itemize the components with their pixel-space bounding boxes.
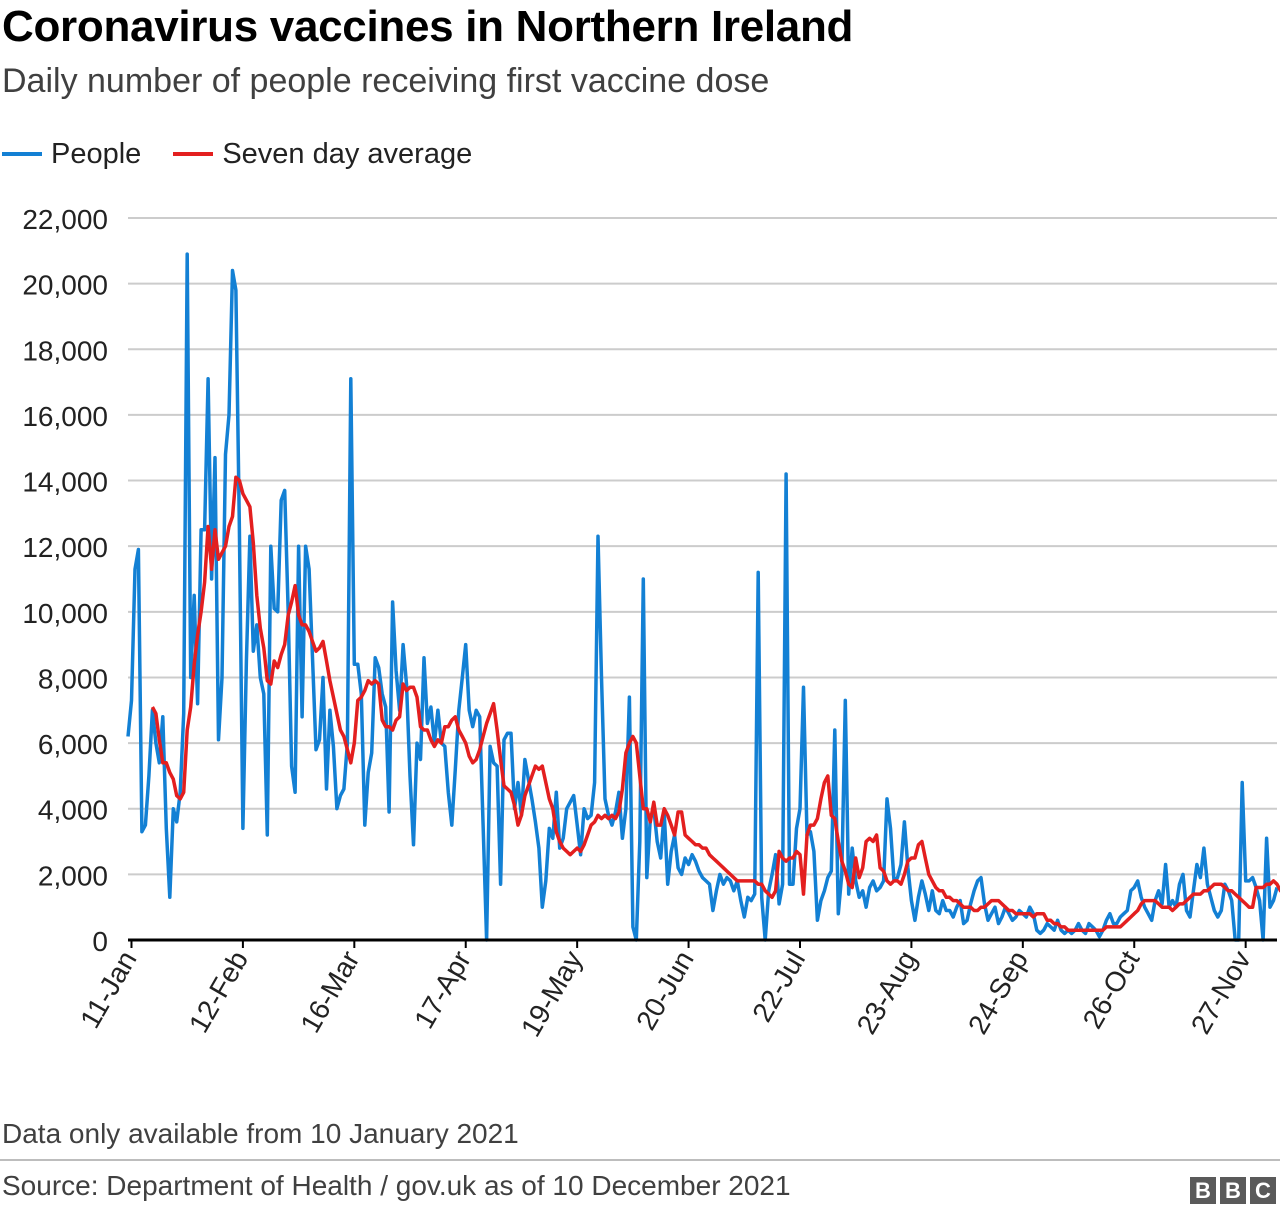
- x-tick-label: 26-Oct: [1077, 945, 1146, 1033]
- legend-label-average: Seven day average: [222, 137, 473, 170]
- bbc-logo-letter: B: [1220, 1177, 1246, 1204]
- x-axis-tick-labels: 11-Jan 12-Feb 16-Mar 17-Apr 19-May 20-Jun 22-J…: [74, 940, 1257, 1042]
- bbc-logo-letter: C: [1250, 1177, 1276, 1204]
- x-tick-label: 19-May: [515, 946, 589, 1042]
- x-tick-label: 27-Nov: [1185, 946, 1257, 1040]
- legend-item-average: Seven day average: [173, 138, 472, 171]
- x-tick-label: 16-Mar: [294, 946, 365, 1038]
- series-line-people: [126, 252, 1279, 942]
- legend-swatch-people: [2, 152, 42, 156]
- legend-label-people: People: [51, 137, 142, 170]
- y-tick-label: 12,000: [22, 532, 108, 563]
- y-tick-label: 20,000: [22, 270, 108, 301]
- bbc-logo: B B C: [1186, 1177, 1276, 1204]
- y-tick-label: 18,000: [22, 335, 108, 366]
- x-tick-label: 24-Sep: [962, 946, 1034, 1040]
- chart-note: Data only available from 10 January 2021: [2, 1118, 519, 1149]
- x-tick-label: 11-Jan: [74, 946, 143, 1034]
- y-tick-label: 4,000: [38, 795, 108, 826]
- y-tick-label: 8,000: [38, 663, 108, 694]
- chart-subtitle: Daily number of people receiving first v…: [2, 62, 770, 100]
- y-axis-tick-labels: 0 2,000 4,000 6,000 8,000 10,000 12,000 14,000 1…: [22, 204, 108, 957]
- gridlines: [128, 217, 1277, 876]
- y-tick-label: 22,000: [22, 204, 108, 235]
- source-text: Source: Department of Health / gov.uk as…: [2, 1170, 791, 1201]
- chart-title: Coronavirus vaccines in Northern Ireland: [2, 2, 854, 51]
- y-tick-label: 16,000: [22, 401, 108, 432]
- legend-item-people: People: [2, 138, 141, 171]
- legend: People Seven day average: [2, 134, 504, 174]
- x-tick-label: 17-Apr: [408, 946, 477, 1034]
- footer-divider: [0, 1159, 1280, 1161]
- y-tick-label: 6,000: [38, 729, 108, 760]
- series-lines: [126, 252, 1280, 942]
- x-tick-label: 20-Jun: [630, 946, 700, 1036]
- y-tick-label: 2,000: [38, 860, 108, 891]
- x-tick-label: 22-Jul: [746, 946, 811, 1028]
- line-chart: 0 2,000 4,000 6,000 8,000 10,000 12,000 14,000 1…: [22, 204, 1280, 1042]
- y-tick-label: 10,000: [22, 598, 108, 629]
- legend-swatch-average: [173, 152, 214, 156]
- y-tick-label: 0: [92, 926, 108, 957]
- y-tick-label: 14,000: [22, 467, 108, 498]
- bbc-logo-letter: B: [1190, 1177, 1216, 1204]
- series-line-seven-day-average: [150, 475, 1280, 932]
- x-tick-label: 23-Aug: [851, 946, 923, 1040]
- x-tick-label: 12-Feb: [183, 946, 254, 1038]
